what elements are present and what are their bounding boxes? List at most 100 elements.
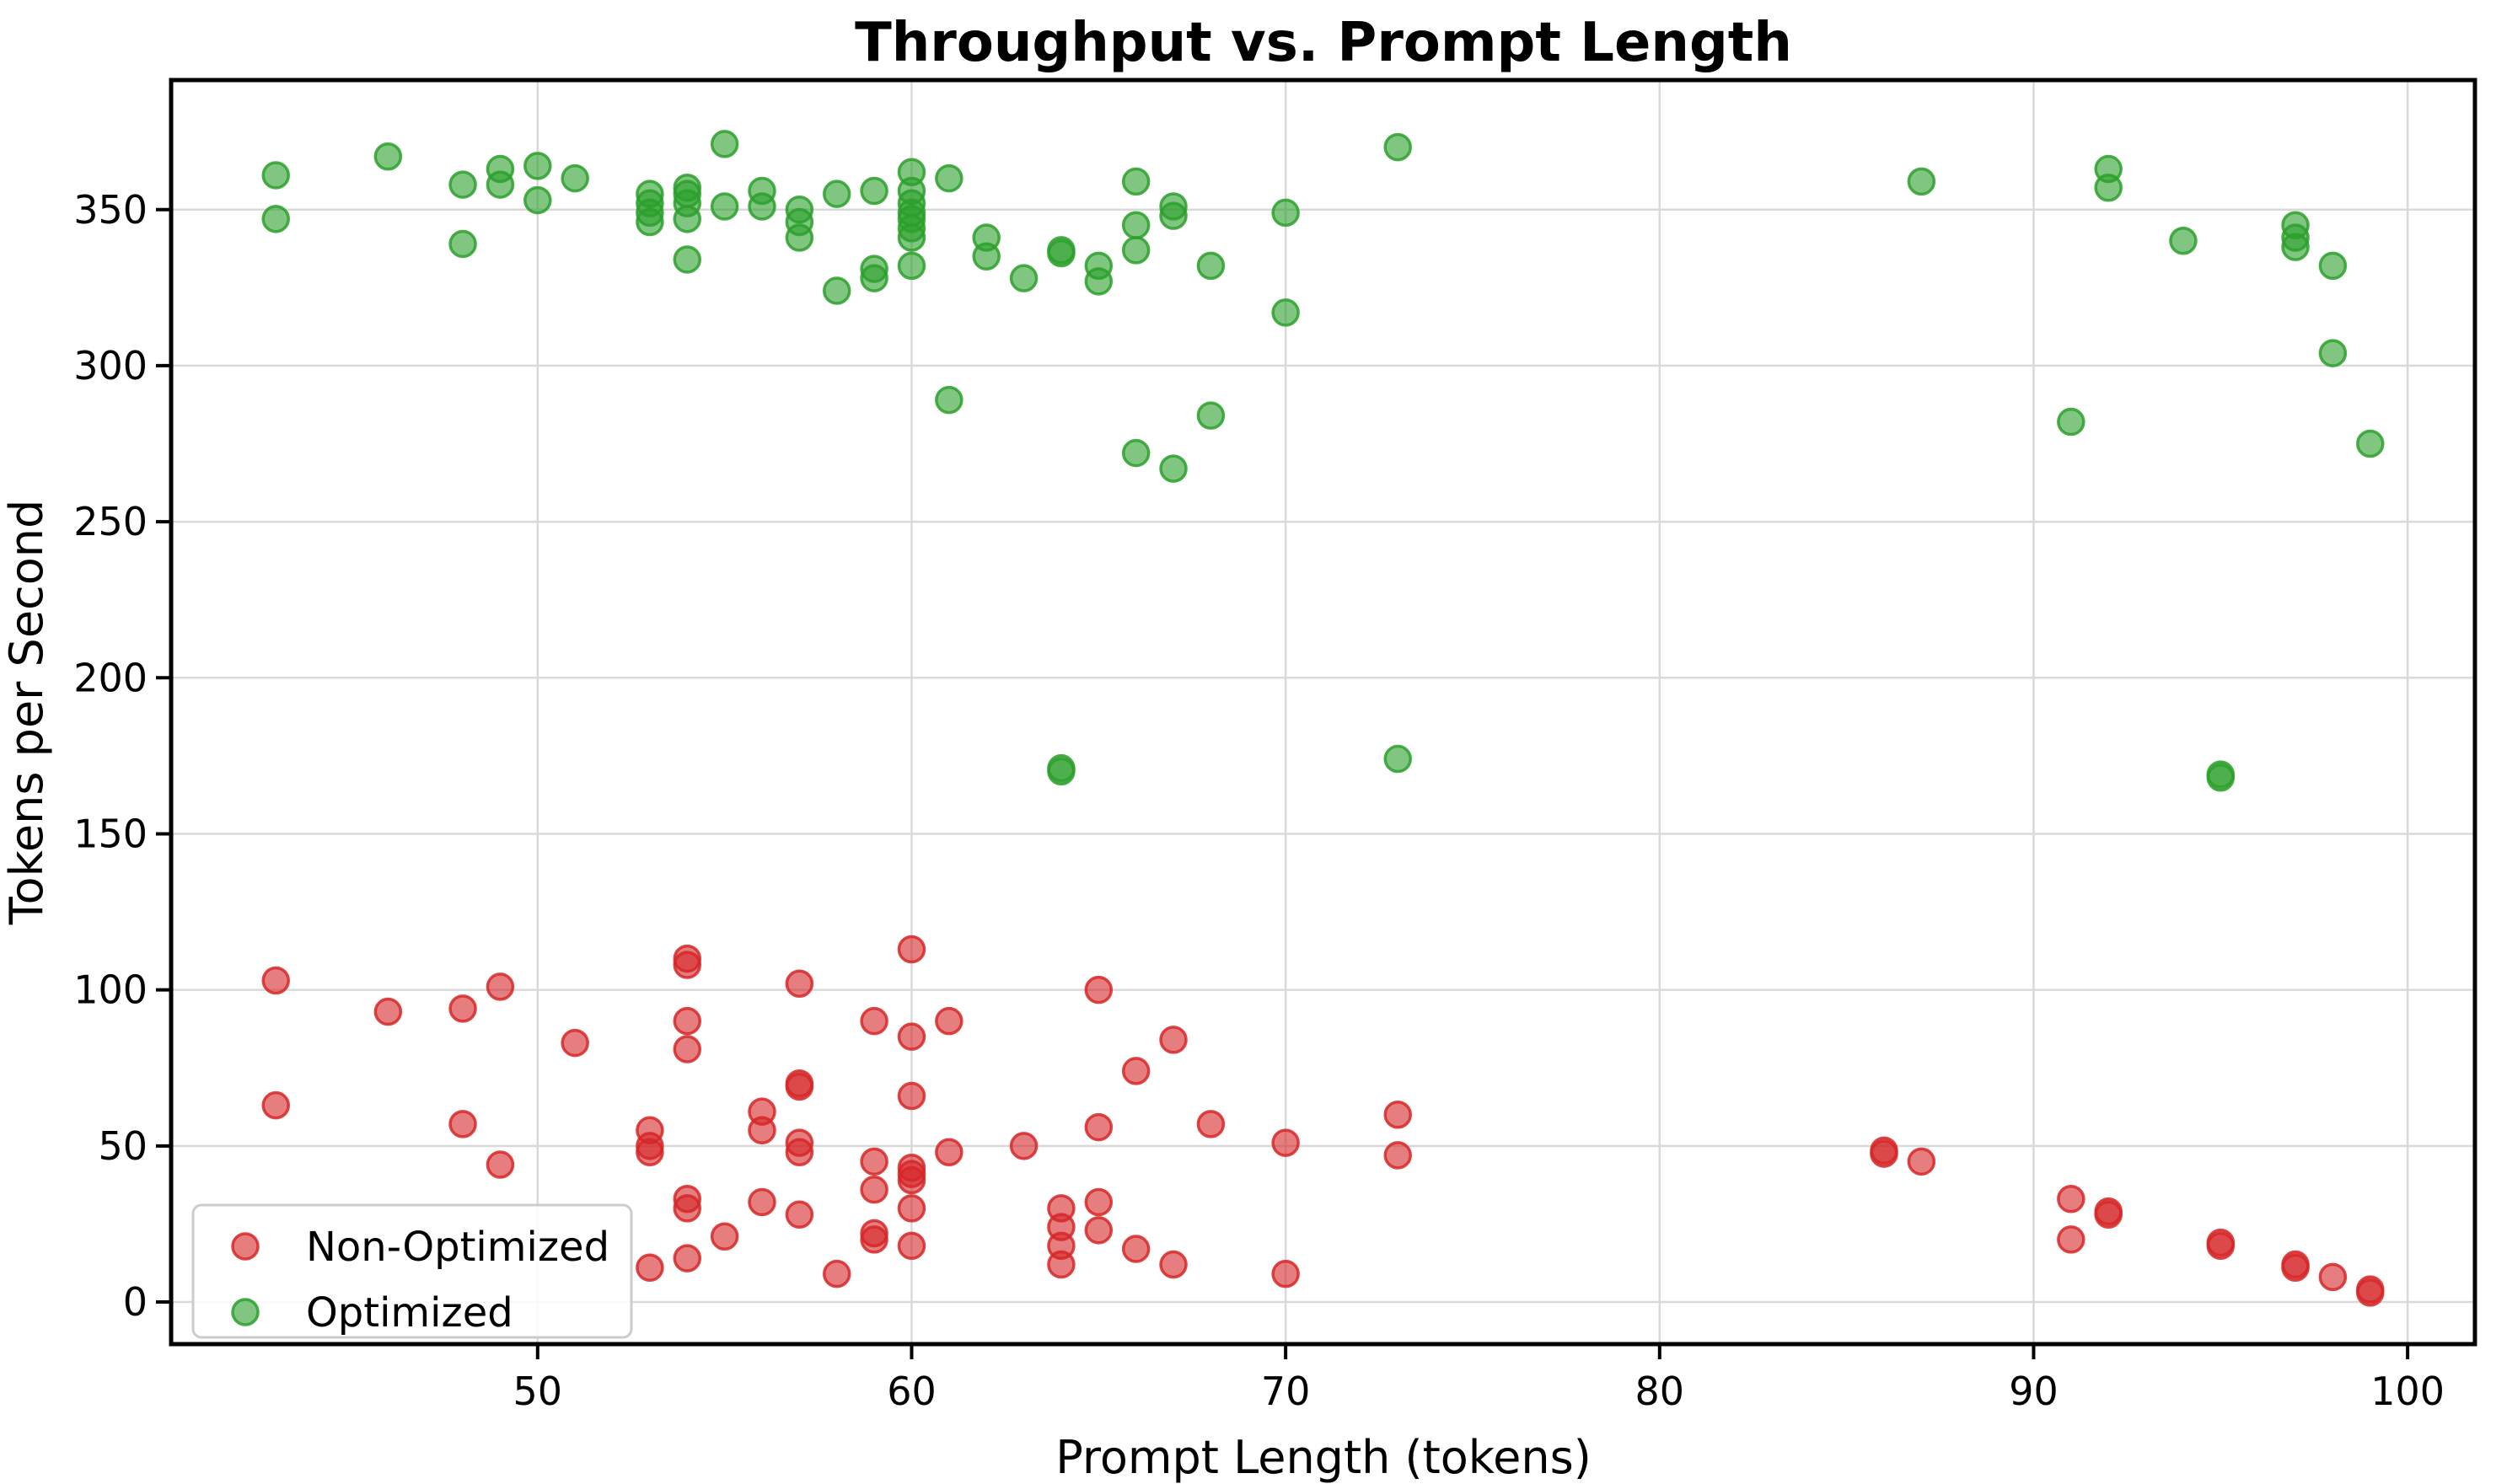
- data-point-non-optimized: [1159, 1250, 1188, 1279]
- y-tick-label: 0: [123, 1279, 148, 1325]
- chart-title: Throughput vs. Prompt Length: [855, 12, 1792, 74]
- data-points: [261, 130, 2385, 1307]
- legend-marker-optimized: [231, 1298, 260, 1326]
- data-point-non-optimized: [636, 1138, 664, 1166]
- x-tick-label: 70: [1261, 1369, 1311, 1414]
- data-point-non-optimized: [785, 1200, 814, 1230]
- data-point-optimized: [1271, 198, 1300, 228]
- gridlines: [171, 80, 2475, 1344]
- data-point-optimized: [448, 229, 477, 259]
- data-point-optimized: [897, 223, 926, 252]
- data-point-non-optimized: [897, 1022, 926, 1051]
- legend-label-non-optimized: Non-Optimized: [306, 1224, 609, 1271]
- data-point-non-optimized: [785, 969, 814, 998]
- data-point-non-optimized: [897, 1081, 926, 1111]
- data-point-non-optimized: [1271, 1128, 1300, 1157]
- data-point-non-optimized: [1907, 1147, 1936, 1176]
- y-tick-label: 100: [73, 967, 148, 1013]
- y-tick-label: 50: [98, 1123, 148, 1169]
- data-point-non-optimized: [1121, 1235, 1151, 1263]
- data-point-non-optimized: [561, 1028, 589, 1058]
- data-point-non-optimized: [636, 1253, 664, 1283]
- data-point-optimized: [2281, 233, 2310, 261]
- data-point-non-optimized: [897, 935, 926, 964]
- x-axis-label: Prompt Length (tokens): [1055, 1431, 1592, 1484]
- data-point-non-optimized: [261, 1090, 290, 1120]
- x-tick-label: 50: [513, 1369, 563, 1414]
- data-point-non-optimized: [2206, 1231, 2236, 1261]
- data-point-optimized: [1084, 267, 1114, 296]
- data-point-optimized: [1121, 236, 1151, 265]
- data-point-non-optimized: [2318, 1262, 2348, 1292]
- data-point-non-optimized: [1084, 1112, 1114, 1142]
- data-point-non-optimized: [785, 1138, 814, 1166]
- data-point-non-optimized: [1383, 1141, 1412, 1170]
- data-point-non-optimized: [673, 951, 702, 979]
- data-point-non-optimized: [486, 972, 515, 1001]
- data-point-optimized: [822, 179, 851, 208]
- x-tick-label: 60: [887, 1369, 937, 1414]
- data-point-optimized: [2057, 407, 2085, 437]
- axis-tick-labels: 50 60 70 80 90 100 0 50 100 150 200 250 300 350: [73, 187, 2445, 1414]
- data-point-optimized: [1196, 401, 1226, 430]
- data-point-non-optimized: [748, 1187, 776, 1217]
- data-point-non-optimized: [1084, 975, 1114, 1005]
- x-tick-label: 80: [1635, 1369, 1685, 1414]
- data-point-optimized: [1159, 201, 1188, 230]
- legend-box: [191, 1203, 633, 1339]
- data-point-non-optimized: [860, 1006, 888, 1036]
- data-point-optimized: [673, 245, 702, 274]
- axis-ticks: [156, 207, 2410, 1359]
- data-point-non-optimized: [1196, 1110, 1226, 1138]
- data-point-optimized: [822, 276, 851, 305]
- data-point-non-optimized: [448, 1110, 477, 1138]
- y-tick-label: 250: [73, 499, 148, 544]
- x-tick-label: 100: [2370, 1369, 2445, 1414]
- data-point-optimized: [1159, 454, 1188, 483]
- data-point-non-optimized: [897, 1165, 926, 1195]
- y-tick-label: 200: [73, 655, 148, 700]
- data-point-non-optimized: [860, 1225, 888, 1254]
- data-point-optimized: [2318, 251, 2348, 281]
- data-point-non-optimized: [897, 1194, 926, 1223]
- data-point-optimized: [1121, 438, 1151, 468]
- legend-label-optimized: Optimized: [306, 1289, 513, 1337]
- data-point-non-optimized: [1009, 1132, 1039, 1160]
- data-point-optimized: [261, 161, 290, 190]
- data-point-non-optimized: [2356, 1278, 2385, 1307]
- data-point-optimized: [935, 163, 964, 193]
- data-point-non-optimized: [935, 1138, 964, 1166]
- data-point-non-optimized: [1271, 1259, 1300, 1288]
- data-point-non-optimized: [448, 994, 477, 1023]
- data-point-optimized: [860, 176, 888, 206]
- data-point-non-optimized: [2057, 1225, 2085, 1254]
- data-point-non-optimized: [710, 1222, 739, 1251]
- data-point-non-optimized: [261, 966, 290, 995]
- data-point-optimized: [561, 163, 589, 193]
- data-point-non-optimized: [2094, 1200, 2123, 1230]
- data-point-optimized: [1383, 132, 1412, 162]
- data-point-optimized: [1121, 211, 1151, 239]
- legend-marker-non-optimized: [231, 1232, 260, 1261]
- data-point-non-optimized: [2281, 1253, 2310, 1283]
- y-tick-label: 350: [73, 187, 148, 233]
- data-point-optimized: [1047, 757, 1076, 786]
- data-point-optimized: [748, 192, 776, 221]
- data-point-non-optimized: [373, 997, 403, 1026]
- y-axis-label: Tokens per Second: [0, 500, 53, 926]
- y-tick-label: 300: [73, 343, 148, 388]
- data-point-optimized: [523, 152, 552, 180]
- data-point-non-optimized: [1084, 1187, 1114, 1217]
- data-point-non-optimized: [486, 1150, 515, 1179]
- data-point-non-optimized: [2057, 1185, 2085, 1213]
- data-point-non-optimized: [673, 1006, 702, 1036]
- data-point-optimized: [636, 207, 664, 237]
- data-point-non-optimized: [935, 1006, 964, 1036]
- data-point-non-optimized: [860, 1147, 888, 1176]
- plot-border: [169, 78, 2477, 1347]
- data-point-optimized: [860, 264, 888, 292]
- data-point-optimized: [972, 242, 1001, 271]
- legend: Non-Optimized Optimized: [191, 1203, 633, 1339]
- data-point-non-optimized: [897, 1231, 926, 1261]
